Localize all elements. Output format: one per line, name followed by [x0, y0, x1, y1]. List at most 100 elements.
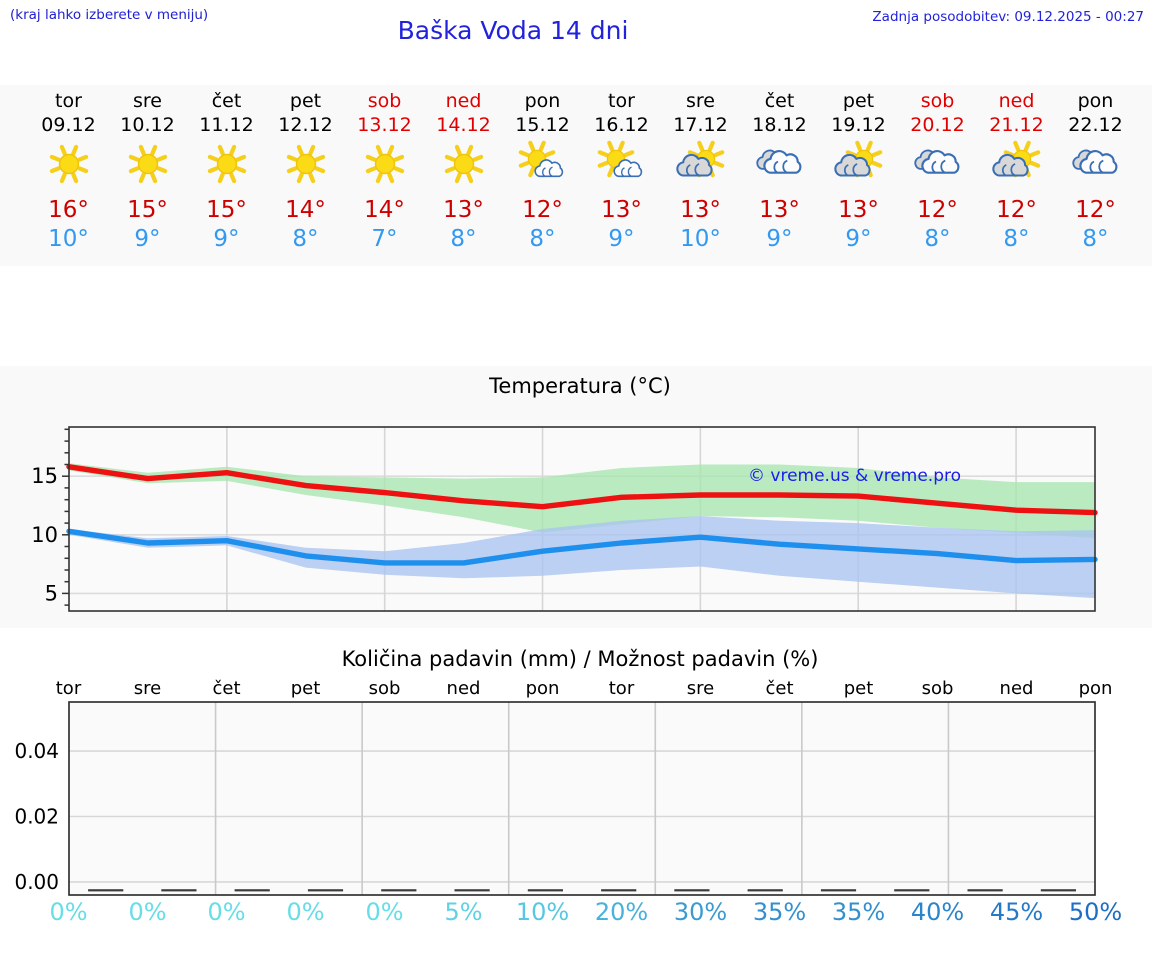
day-max-temp: 15°	[127, 197, 168, 223]
precipitation-chart-title: Količina padavin (mm) / Možnost padavin …	[341, 647, 819, 671]
top-bar: (kraj lahko izberete v meniju) Baška Vod…	[0, 0, 1152, 85]
strip-left-spacer	[0, 85, 29, 266]
precip-day-label: ned	[999, 678, 1034, 699]
day-min-temp: 8°	[1003, 226, 1030, 252]
precip-probability-label: 10%	[515, 898, 570, 926]
day-date: 10.12	[120, 114, 175, 136]
day-name: pet	[842, 90, 875, 112]
day-column[interactable]: tor 16.12 13° 9°	[582, 85, 661, 266]
day-date: 22.12	[1068, 114, 1123, 136]
precip-left-spacer	[0, 678, 29, 702]
day-column[interactable]: pet 19.12 13° 9°	[819, 85, 898, 266]
daily-forecast-strip: tor 09.12 16° 10° sre 10.12 15° 9° čet 11.12 15° 9°…	[0, 85, 1152, 266]
day-column[interactable]: sob 13.12 14° 7°	[345, 85, 424, 266]
day-column[interactable]: ned 21.12 12° 8°	[977, 85, 1056, 266]
precipitation-chart-block: Količina padavin (mm) / Možnost padavin …	[0, 636, 1152, 938]
precip-day-label: sob	[368, 678, 401, 699]
precip-day-label: pon	[1078, 678, 1113, 699]
day-max-temp: 12°	[996, 197, 1037, 223]
day-name: sre	[686, 90, 715, 112]
precip-probability-label: 40%	[910, 898, 965, 926]
day-min-temp: 9°	[213, 226, 240, 252]
day-name: tor	[55, 90, 82, 112]
day-max-temp: 16°	[48, 197, 89, 223]
day-date: 21.12	[989, 114, 1044, 136]
precip-day-label: pet	[290, 678, 321, 699]
precip-probability-label: 0%	[128, 898, 167, 926]
sunny-icon	[424, 138, 503, 190]
day-name: ned	[998, 90, 1035, 112]
day-max-temp: 14°	[285, 197, 326, 223]
sun-behind-cloud-icon	[977, 138, 1056, 190]
precip-day-label: sre	[686, 678, 715, 699]
day-max-temp: 14°	[364, 197, 405, 223]
day-min-temp: 8°	[450, 226, 477, 252]
sun-small-cloud-icon	[503, 138, 582, 190]
sunny-icon	[266, 138, 345, 190]
precip-day-label: čet	[212, 678, 241, 699]
day-min-temp: 7°	[371, 226, 398, 252]
day-min-temp: 9°	[134, 226, 161, 252]
day-date: 19.12	[831, 114, 886, 136]
day-column[interactable]: ned 14.12 13° 8°	[424, 85, 503, 266]
day-date: 14.12	[436, 114, 491, 136]
cloudy-icon	[898, 138, 977, 190]
day-name: pon	[1077, 90, 1114, 112]
day-column[interactable]: pon 15.12 12° 8°	[503, 85, 582, 266]
day-min-temp: 8°	[924, 226, 951, 252]
day-min-temp: 9°	[766, 226, 793, 252]
day-date: 20.12	[910, 114, 965, 136]
day-min-temp: 10°	[48, 226, 89, 252]
day-min-temp: 8°	[292, 226, 319, 252]
day-max-temp: 12°	[917, 197, 958, 223]
precip-day-label: pet	[843, 678, 874, 699]
precip-probability-label: 5%	[444, 898, 483, 926]
cloudy-icon	[740, 138, 819, 190]
precip-probability-label: 0%	[286, 898, 325, 926]
day-name: sob	[367, 90, 402, 112]
day-max-temp: 15°	[206, 197, 247, 223]
precip-probability-label: 35%	[831, 898, 886, 926]
day-name: čet	[764, 90, 795, 112]
day-column[interactable]: pon 22.12 12° 8°	[1056, 85, 1135, 266]
day-date: 13.12	[357, 114, 412, 136]
menu-hint-text: (kraj lahko izberete v meniju)	[10, 7, 209, 23]
day-min-temp: 10°	[680, 226, 721, 252]
day-min-temp: 9°	[608, 226, 635, 252]
day-min-temp: 8°	[529, 226, 556, 252]
day-column[interactable]: čet 18.12 13° 9°	[740, 85, 819, 266]
day-max-temp: 12°	[1075, 197, 1116, 223]
precip-probability-label: 45%	[989, 898, 1044, 926]
sunny-icon	[108, 138, 187, 190]
day-max-temp: 13°	[680, 197, 721, 223]
day-name: pet	[289, 90, 322, 112]
day-column[interactable]: sre 10.12 15° 9°	[108, 85, 187, 266]
precip-day-label: tor	[55, 678, 82, 699]
day-name: sob	[920, 90, 955, 112]
precip-probability-label: 0%	[365, 898, 404, 926]
day-column[interactable]: sre 17.12 13° 10°	[661, 85, 740, 266]
day-column[interactable]: pet 12.12 14° 8°	[266, 85, 345, 266]
day-date: 15.12	[515, 114, 570, 136]
precip-probability-label: 20%	[594, 898, 649, 926]
day-column[interactable]: sob 20.12 12° 8°	[898, 85, 977, 266]
day-max-temp: 13°	[838, 197, 879, 223]
precip-probability-label: 30%	[673, 898, 728, 926]
last-update-text: Zadnja posodobitev: 09.12.2025 - 00:27	[872, 9, 1144, 25]
day-column[interactable]: tor 09.12 16° 10°	[29, 85, 108, 266]
page-title: Baška Voda 14 dni	[397, 16, 629, 45]
day-name: sre	[133, 90, 162, 112]
day-max-temp: 13°	[443, 197, 484, 223]
day-min-temp: 9°	[845, 226, 872, 252]
day-max-temp: 13°	[601, 197, 642, 223]
sun-behind-cloud-icon	[819, 138, 898, 190]
precipitation-probability-row: 0% 0% 0% 0% 0% 5% 10% 20% 30% 35% 35% 40% 45% 50%	[0, 898, 1152, 938]
precip-day-label: ned	[446, 678, 481, 699]
day-date: 16.12	[594, 114, 649, 136]
precip-probability-label: 0%	[207, 898, 246, 926]
day-name: čet	[211, 90, 242, 112]
sun-small-cloud-icon	[582, 138, 661, 190]
day-column[interactable]: čet 11.12 15° 9°	[187, 85, 266, 266]
precip-pct-left-spacer	[0, 898, 29, 938]
day-name: ned	[445, 90, 482, 112]
